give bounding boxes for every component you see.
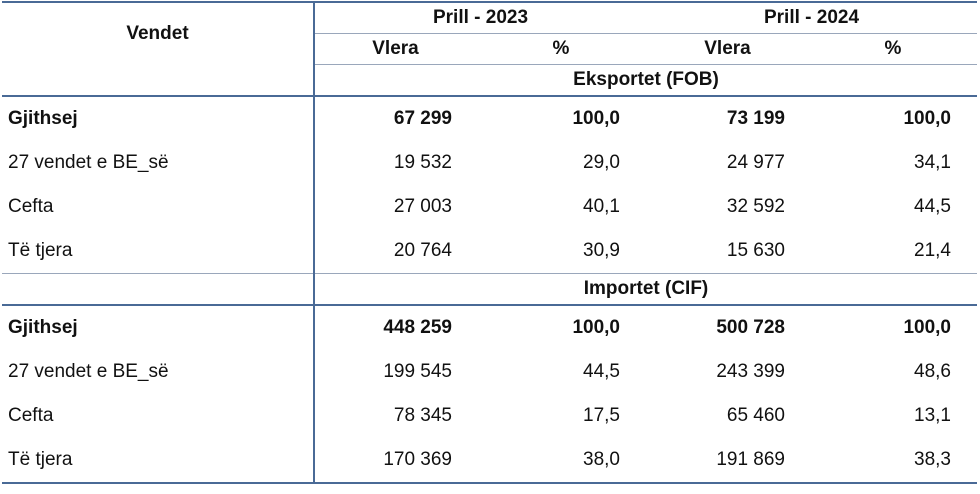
percent-2024: 38,3: [809, 438, 977, 484]
percent-2023: 17,5: [583, 405, 620, 426]
section-title-exports: Eksportet (FOB): [313, 64, 977, 97]
section-header-exports: Eksportet (FOB): [2, 64, 977, 97]
column-header-2023: Prill - 2023: [313, 1, 646, 34]
percent-2024: 13,1: [914, 405, 951, 426]
value-2023: 67 299: [313, 96, 476, 141]
row-label: Të tjera: [8, 240, 73, 261]
column-header-2024: Prill - 2024: [646, 1, 977, 34]
row-label: Gjithsej: [8, 108, 78, 129]
column-header-value-2024: Vlera: [646, 33, 809, 65]
table-row: 27 vendet e BE_së 19 532 29,0 24 977 34,…: [2, 141, 977, 185]
percent-2024: 100,0: [903, 317, 951, 338]
percent-2024: 44,5: [914, 196, 951, 217]
percent-2023: 44,5: [583, 361, 620, 382]
header-row-measures: Vlera % Vlera %: [2, 33, 977, 65]
table-row: Të tjera 20 764 30,9 15 630 21,4: [2, 229, 977, 274]
percent-2024: 100,0: [903, 108, 951, 129]
column-header-percent-2023: %: [476, 33, 646, 65]
table-row: Të tjera 170 369 38,0 191 869 38,3: [2, 438, 977, 484]
trade-by-region-table: Vendet Prill - 2023 Prill - 2024 Vlera %…: [2, 1, 977, 484]
header-row-periods: Vendet Prill - 2023 Prill - 2024: [2, 1, 977, 65]
section-header-imports: Importet (CIF): [2, 273, 977, 306]
row-label: Cefta: [8, 405, 54, 426]
percent-2023: 40,1: [583, 196, 620, 217]
row-label: Cefta: [8, 196, 54, 217]
percent-2023: 100,0: [572, 108, 620, 129]
percent-2023: 29,0: [583, 152, 620, 173]
value-2023: 19 532: [313, 141, 476, 185]
percent-2024: 21,4: [914, 240, 951, 261]
section-title-imports: Importet (CIF): [313, 273, 977, 306]
value-2024: 243 399: [716, 361, 785, 382]
row-label: Gjithsej: [8, 317, 78, 338]
value-2024: 65 460: [726, 405, 785, 426]
column-header-country: Vendet: [2, 1, 314, 65]
percent-2023: 38,0: [476, 438, 646, 484]
value-2024: 191 869: [646, 438, 809, 484]
table-row: Cefta 27 003 40,1 32 592 44,5: [2, 185, 977, 229]
value-2023: 20 764: [313, 229, 476, 274]
value-2023: 448 259: [313, 305, 476, 350]
table-row: 27 vendet e BE_së 199 545 44,5 243 399 4…: [2, 350, 977, 394]
column-header-value-2023: Vlera: [313, 33, 476, 65]
value-2023: 78 345: [313, 394, 476, 438]
value-2024: 73 199: [726, 108, 785, 129]
value-2024: 32 592: [726, 196, 785, 217]
value-2024: 15 630: [726, 240, 785, 261]
value-2023: 199 545: [313, 350, 476, 394]
table-row: Cefta 78 345 17,5 65 460 13,1: [2, 394, 977, 438]
column-header-percent-2024: %: [809, 33, 977, 65]
percent-2023: 30,9: [583, 240, 620, 261]
row-label: Të tjera: [2, 438, 314, 484]
row-label: 27 vendet e BE_së: [8, 361, 169, 382]
value-2023: 27 003: [313, 185, 476, 229]
value-2024: 500 728: [716, 317, 785, 338]
percent-2023: 100,0: [572, 317, 620, 338]
value-2024: 24 977: [726, 152, 785, 173]
percent-2024: 48,6: [914, 361, 951, 382]
table-row: Gjithsej 67 299 100,0 73 199 100,0: [2, 96, 977, 141]
table-row: Gjithsej 448 259 100,0 500 728 100,0: [2, 305, 977, 350]
row-label: 27 vendet e BE_së: [8, 152, 169, 173]
value-2023: 170 369: [313, 438, 476, 484]
percent-2024: 34,1: [914, 152, 951, 173]
